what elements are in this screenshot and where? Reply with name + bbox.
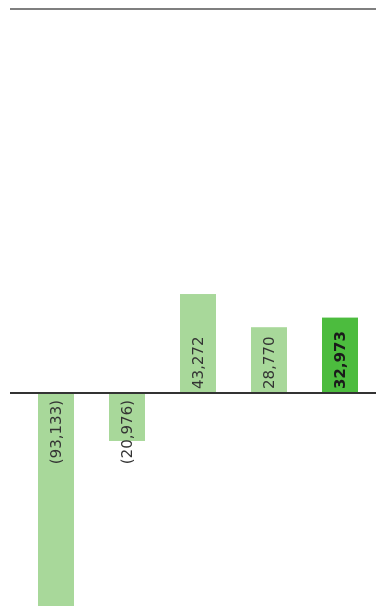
bar-1 xyxy=(38,393,74,606)
bars-group xyxy=(38,294,358,606)
bar-value-label-1: (93,133) xyxy=(47,400,65,464)
bar-value-label-5: 32,973 xyxy=(331,331,349,389)
labels-group: (93,133) (20,976) 43,272 28,770 32,973 xyxy=(47,331,349,464)
bar-value-label-2: (20,976) xyxy=(118,400,136,464)
bar-value-label-3: 43,272 xyxy=(189,337,207,390)
bar-value-label-4: 28,770 xyxy=(260,337,278,390)
bar-3 xyxy=(180,294,216,393)
bar-2 xyxy=(109,393,145,441)
bar-5 xyxy=(322,317,358,393)
bar-4 xyxy=(251,327,287,393)
